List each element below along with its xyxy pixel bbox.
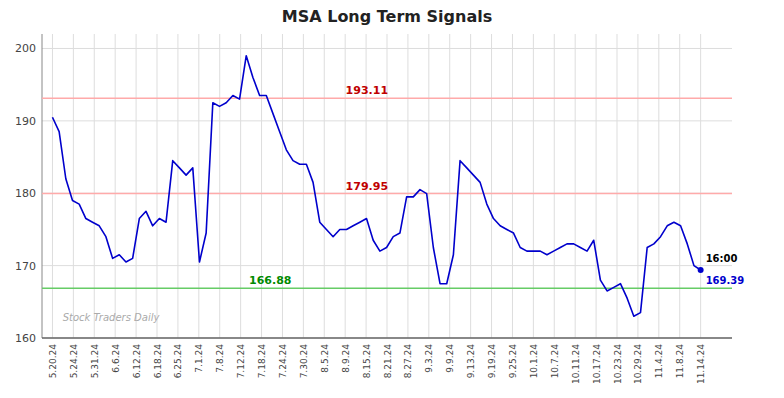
x-tick-label: 5.24.24 (69, 344, 79, 379)
x-tick-label: 9.19.24 (487, 344, 497, 379)
x-tick-label: 9.25.24 (508, 344, 518, 379)
x-grid-line (115, 34, 116, 338)
price-line (52, 56, 700, 317)
watermark: Stock Traders Daily (63, 312, 161, 323)
x-grid-line (324, 34, 325, 338)
x-grid-line (240, 34, 241, 338)
signal-line (42, 193, 732, 195)
signal-line (42, 98, 732, 100)
y-tick-label: 200 (15, 42, 36, 55)
y-grid-line (42, 193, 732, 194)
x-tick-label: 8.27.24 (403, 344, 413, 379)
x-tick-label: 6.12.24 (132, 344, 142, 379)
grid (42, 34, 732, 338)
x-tick-label: 10.11.24 (571, 344, 581, 384)
x-tick-label: 8.21.24 (383, 344, 393, 379)
x-tick-label: 10.1.24 (529, 344, 539, 379)
last-label: 16:00 (706, 253, 738, 264)
x-grid-line (428, 34, 429, 338)
last-value: 169.39 (706, 275, 745, 286)
x-grid-line (157, 34, 158, 338)
x-grid-line (136, 34, 137, 338)
x-tick-label: 9.3.24 (424, 344, 434, 373)
signal-line (42, 287, 732, 289)
x-tick-label: 11.4.24 (654, 344, 664, 379)
x-grid-line (407, 34, 408, 338)
x-tick-label: 10.23.24 (613, 344, 623, 384)
x-grid-line (575, 34, 576, 338)
x-grid-line (52, 34, 53, 338)
x-grid-line (198, 34, 199, 338)
x-grid-line (679, 34, 680, 338)
x-tick-label: 7.12.24 (236, 344, 246, 379)
x-grid-line (554, 34, 555, 338)
x-axis-line (42, 337, 732, 339)
last-point (698, 267, 704, 273)
y-grid-line (42, 338, 732, 339)
x-tick-label: 7.1.24 (194, 344, 204, 373)
x-grid-line (177, 34, 178, 338)
x-tick-label: 10.7.24 (550, 344, 560, 379)
x-grid-line (512, 34, 513, 338)
signal-label: 193.11 (346, 84, 388, 97)
x-tick-label: 10.29.24 (633, 344, 643, 384)
x-grid-line (658, 34, 659, 338)
x-tick-label: 6.6.24 (111, 344, 121, 373)
x-grid-line (219, 34, 220, 338)
x-grid-line (637, 34, 638, 338)
x-tick-label: 5.31.24 (90, 344, 100, 379)
chart: MSA Long Term Signals 160 170 180 190 200 5.20… (0, 0, 784, 398)
x-grid-line (596, 34, 597, 338)
y-tick-label: 190 (15, 115, 36, 128)
x-tick-label: 10.17.24 (592, 344, 602, 384)
y-tick-label: 170 (15, 260, 36, 273)
signal-label: 179.95 (346, 180, 388, 193)
x-grid-line (261, 34, 262, 338)
x-grid-line (94, 34, 95, 338)
x-grid-line (533, 34, 534, 338)
x-grid-line (700, 34, 701, 338)
x-tick-label: 7.18.24 (257, 344, 267, 379)
y-tick-label: 180 (15, 187, 36, 200)
x-tick-label: 6.18.24 (153, 344, 163, 379)
x-tick-label: 8.9.24 (341, 344, 351, 373)
x-grid-line (491, 34, 492, 338)
x-grid-line (449, 34, 450, 338)
x-tick-label: 8.15.24 (362, 344, 372, 379)
title: MSA Long Term Signals (282, 7, 492, 26)
x-grid-line (282, 34, 283, 338)
x-tick-label: 9.9.24 (445, 344, 455, 373)
x-tick-label: 8.5.24 (320, 344, 330, 373)
x-grid-line (303, 34, 304, 338)
signal-label: 166.88 (249, 274, 291, 287)
x-grid-line (470, 34, 471, 338)
y-tick-label: 160 (15, 332, 36, 345)
y-axis-line (42, 34, 43, 338)
x-tick-label: 5.20.24 (48, 344, 58, 379)
x-tick-label: 9.13.24 (466, 344, 476, 379)
x-tick-label: 6.25.24 (173, 344, 183, 379)
x-tick-label: 7.30.24 (299, 344, 309, 379)
x-tick-label: 11.14.24 (696, 344, 706, 384)
x-tick-label: 7.8.24 (215, 344, 225, 373)
x-grid-line (617, 34, 618, 338)
plot-area (42, 56, 732, 317)
x-tick-label: 11.8.24 (675, 344, 685, 379)
x-grid-line (73, 34, 74, 338)
x-tick-label: 7.24.24 (278, 344, 288, 379)
